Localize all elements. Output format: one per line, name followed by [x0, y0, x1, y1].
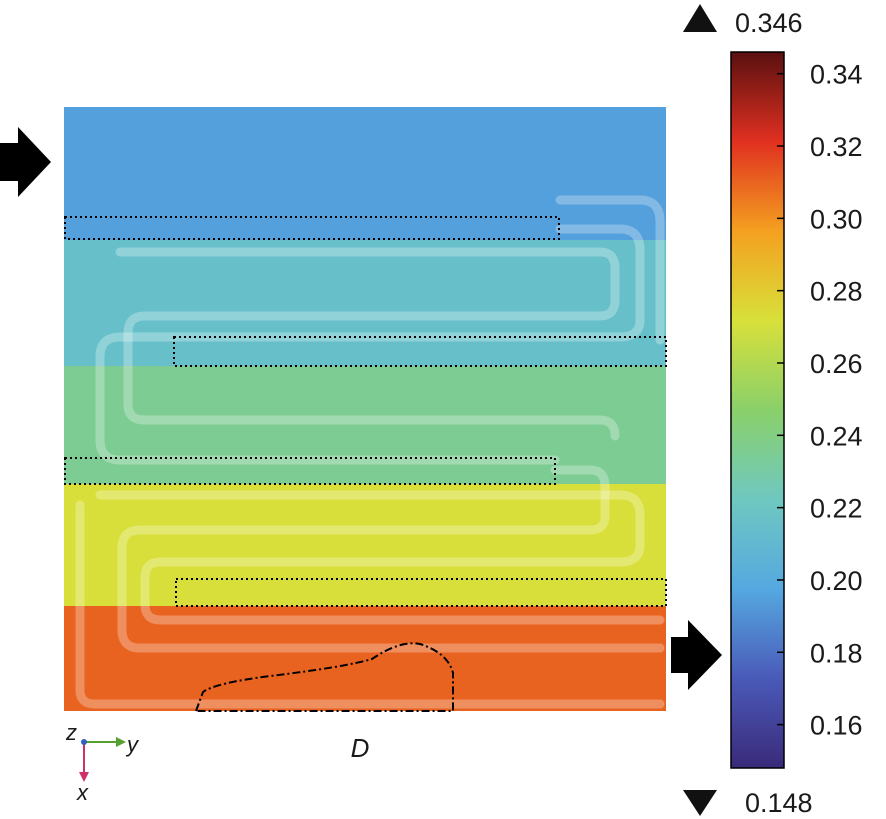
dotted-marker-1: [64, 216, 560, 240]
inlet-arrow-icon: [0, 127, 51, 197]
axis-horizontal-label: y: [125, 732, 140, 757]
axis-x-arrowhead-icon: [79, 772, 89, 782]
axis-origin-dot: [81, 739, 87, 745]
colorbar-min-label: 0.148: [745, 788, 813, 818]
colorbar-tick-label-2: 0.20: [810, 566, 863, 596]
colorbar-tick-label-8: 0.32: [810, 132, 863, 162]
region-d-label: D: [351, 733, 370, 763]
axis-triad: z y x: [65, 720, 140, 805]
colorbar-tick-label-3: 0.22: [810, 494, 863, 524]
heatmap-region-band-4: [64, 484, 666, 606]
colorbar-tick-label-7: 0.30: [810, 204, 863, 234]
axis-origin-label: z: [65, 720, 77, 745]
dotted-markers: [64, 216, 667, 607]
heatmap-plate: [64, 107, 666, 711]
outlet-arrow-icon: [671, 620, 722, 690]
region-d-outline: [194, 642, 454, 712]
channel-stripe-1: [555, 195, 665, 345]
colorbar-tick-label-4: 0.24: [810, 421, 863, 451]
channel-stripe-3: [117, 465, 665, 653]
colorbar-min-triangle-icon: [683, 790, 717, 816]
dotted-marker-2: [173, 336, 667, 367]
colorbar-tick-label-6: 0.28: [810, 277, 863, 307]
heatmap-region-band-1: [64, 107, 666, 240]
heatmap-region-band-5: [64, 606, 666, 711]
colorbar-tick-label-1: 0.18: [810, 638, 863, 668]
dotted-marker-4: [175, 578, 667, 607]
colorbar-tick-label-9: 0.34: [810, 60, 863, 90]
colorbar-ticks: 0.16 0.18 0.20 0.22 0.24 0.26 0.28 0.30 0.32 0.34: [777, 60, 863, 741]
axis-vertical-label: x: [76, 780, 89, 805]
channel-stripe-2: [115, 247, 620, 441]
serpentine-channels: [75, 195, 665, 709]
outlet-arrow: outlet: [671, 620, 722, 690]
heatmap-region-band-3: [64, 366, 666, 484]
colorbar-tick-label-0: 0.16: [810, 711, 863, 741]
colorbar-tick-label-5: 0.26: [810, 349, 863, 379]
colorbar-max-label: 0.346: [735, 8, 803, 38]
heatmap-region-band-2: [64, 240, 666, 366]
colorbar: 0.346 0.148 0.16 0.18 0.20 0.22 0.24 0.26 0.28…: [683, 4, 863, 818]
colorbar-gradient: [730, 51, 785, 769]
channel-stripe-5: [75, 500, 665, 709]
axis-y-arrowhead-icon: [116, 737, 126, 747]
colorbar-max-triangle-icon: [683, 4, 717, 32]
channel-stripe-4: [95, 490, 665, 625]
dotted-marker-3: [64, 457, 556, 485]
inlet-arrow: inlet: [0, 127, 51, 197]
